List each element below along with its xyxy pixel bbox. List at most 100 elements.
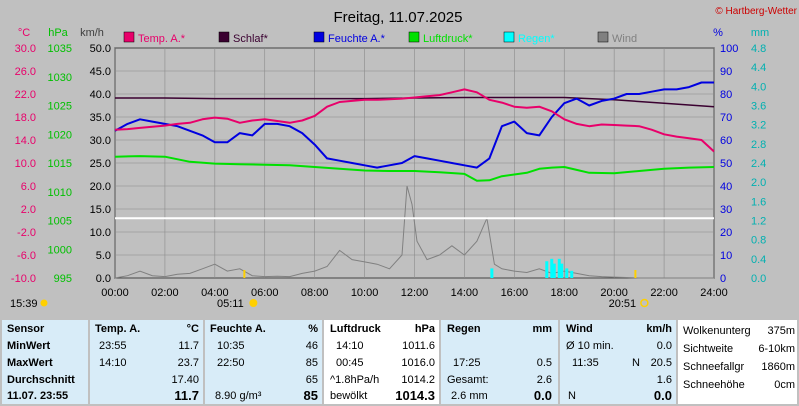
temp-max-val: 23.7 xyxy=(177,357,199,369)
legend-label: Temp. A.* xyxy=(138,33,186,45)
regen-current: 0.0 xyxy=(533,388,552,403)
stats-table: Sensor MinWert MaxWert Durchschnitt 11.0… xyxy=(0,318,799,406)
chart-svg: 30.0 26.0 22.0 18.0 14.0 10.0 6.0 2.0 -2.0 -6.0 -1… xyxy=(10,6,798,310)
luftdruck-sky: bewölkt xyxy=(330,390,368,402)
kmh-tick-label: 45.0 xyxy=(90,66,111,78)
hpa-tick-label: 995 xyxy=(54,273,72,285)
legend-swatch xyxy=(408,31,420,43)
feuchte-min-val: 46 xyxy=(305,340,318,352)
cloud-panel: Wolkenunterg 375m Sichtweite 6-10km Schnee… xyxy=(678,320,797,404)
temp-panel: Temp. A. °C 23:55 11.7 14:10 23.7 17.40 11.… xyxy=(90,320,203,404)
feuchte-header: Feuchte A. xyxy=(210,323,266,335)
temp-tick-label: -2.0 xyxy=(17,227,36,239)
pct-tick-label: 30 xyxy=(720,204,732,216)
luftdruck-trend: ^1.8hPa/h xyxy=(330,374,380,386)
feuchte-abs: 8.90 g/m³ xyxy=(215,390,262,402)
rain-bar xyxy=(490,268,494,278)
temp-tick-label: 14.0 xyxy=(15,135,36,147)
pct-tick-label: 40 xyxy=(720,181,732,193)
wind-dir: N xyxy=(568,390,576,402)
copyright-link[interactable]: © Hartberg-Wetter xyxy=(715,6,797,17)
kmh-tick-label: 30.0 xyxy=(90,135,111,147)
sunrise-icon xyxy=(249,299,258,307)
sensor-panel: Sensor MinWert MaxWert Durchschnitt 11.0… xyxy=(2,320,88,404)
pct-tick-label: 50 xyxy=(720,158,732,170)
mm-unit-label: mm xyxy=(751,27,769,39)
feuchte-max-val: 85 xyxy=(305,357,318,369)
feuchte-min-time: 10:35 xyxy=(217,340,245,352)
temp-min-time: 23:55 xyxy=(99,340,127,352)
luftdruck-header: Luftdruck xyxy=(330,323,381,335)
time-tick-label: 20:00 xyxy=(600,287,628,299)
regen-total-val: 2.6 xyxy=(536,374,552,386)
pct-tick-label: 90 xyxy=(720,66,732,78)
wind-current: 0.0 xyxy=(653,388,672,403)
kmh-unit-label: km/h xyxy=(80,27,104,39)
legend-label: Feuchte A.* xyxy=(328,33,386,45)
time-tick-label: 00:00 xyxy=(101,287,129,299)
hpa-tick-label: 1000 xyxy=(48,244,72,256)
current-timestamp: 11.07. 23:55 xyxy=(7,390,69,402)
sunset-time: 20:51 xyxy=(609,298,637,310)
feuchte-panel: Feuchte A.% 10:35 46 22:50 85 65 8.90 g/m³… xyxy=(205,320,322,404)
mm-tick-label: 4.0 xyxy=(751,81,766,93)
wind-avg10-val: 0.0 xyxy=(656,340,672,352)
regen-total-label: Gesamt: xyxy=(447,374,489,386)
current-time: 15:39 xyxy=(10,298,38,310)
wind-avg: 1.6 xyxy=(656,374,672,386)
rain-bar xyxy=(550,258,554,278)
temp-tick-label: 10.0 xyxy=(15,158,36,170)
pct-tick-label: 20 xyxy=(720,227,732,239)
hpa-tick-label: 1010 xyxy=(48,187,72,199)
pct-tick-label: 60 xyxy=(720,135,732,147)
wind-panel: Wind km/h Ø 10 min. 0.0 11:35 N 20.5 1.6 N 0.… xyxy=(560,320,676,404)
pct-tick-label: 70 xyxy=(720,112,732,124)
hpa-tick-label: 1015 xyxy=(48,158,72,170)
avg-label: Durchschnitt xyxy=(7,374,75,386)
luftdruck-unit: hPa xyxy=(414,323,435,335)
mm-tick-label: 1.6 xyxy=(751,196,766,208)
temp-avg: 17.40 xyxy=(171,374,199,386)
time-tick-label: 06:00 xyxy=(251,287,279,299)
temp-tick-label: 26.0 xyxy=(15,66,36,78)
regen-unit: mm xyxy=(532,323,552,335)
regen-max-val: 0.5 xyxy=(536,357,552,369)
kmh-tick-label: 15.0 xyxy=(90,204,111,216)
mm-tick-label: 2.4 xyxy=(751,158,766,170)
pct-unit-label: % xyxy=(713,27,723,39)
rain-bar xyxy=(560,263,564,278)
hpa-unit-label: hPa xyxy=(48,27,68,39)
regen-max-time: 17:25 xyxy=(453,357,481,369)
time-tick-label: 10:00 xyxy=(351,287,379,299)
time-tick-label: 04:00 xyxy=(201,287,229,299)
cloud-value-3: 0cm xyxy=(774,379,795,391)
luftdruck-current: 1014.3 xyxy=(395,388,435,403)
time-tick-label: 02:00 xyxy=(151,287,179,299)
luftdruck-min-val: 1011.6 xyxy=(402,340,435,352)
time-tick-label: 18:00 xyxy=(550,287,578,299)
wind-unit: km/h xyxy=(646,323,672,335)
rain-bar xyxy=(557,258,561,278)
temp-tick-label: 18.0 xyxy=(15,112,36,124)
hpa-tick-label: 1020 xyxy=(48,129,72,141)
luftdruck-max-val: 1016.0 xyxy=(401,357,435,369)
mm-tick-label: 4.4 xyxy=(751,62,766,74)
kmh-tick-label: 40.0 xyxy=(90,89,111,101)
regen-current-left: 2.6 mm xyxy=(451,390,488,402)
cloud-label-3: Schneehöhe xyxy=(683,379,745,391)
hpa-tick-label: 1005 xyxy=(48,216,72,228)
pct-tick-label: 10 xyxy=(720,250,732,262)
sensor-header: Sensor xyxy=(7,323,45,335)
luftdruck-trend-val: 1014.2 xyxy=(401,374,435,386)
pct-tick-label: 100 xyxy=(720,43,738,55)
legend-swatch xyxy=(123,31,135,43)
temp-unit-label: °C xyxy=(18,27,30,39)
legend-swatch xyxy=(313,31,325,43)
rain-bar xyxy=(570,270,574,278)
feuchte-avg: 65 xyxy=(305,374,318,386)
legend-label: Regen* xyxy=(518,33,555,45)
feuchte-series-line xyxy=(114,81,714,169)
time-tick-label: 12:00 xyxy=(401,287,429,299)
hpa-tick-label: 1030 xyxy=(48,72,72,84)
hpa-tick-label: 1035 xyxy=(48,43,72,55)
